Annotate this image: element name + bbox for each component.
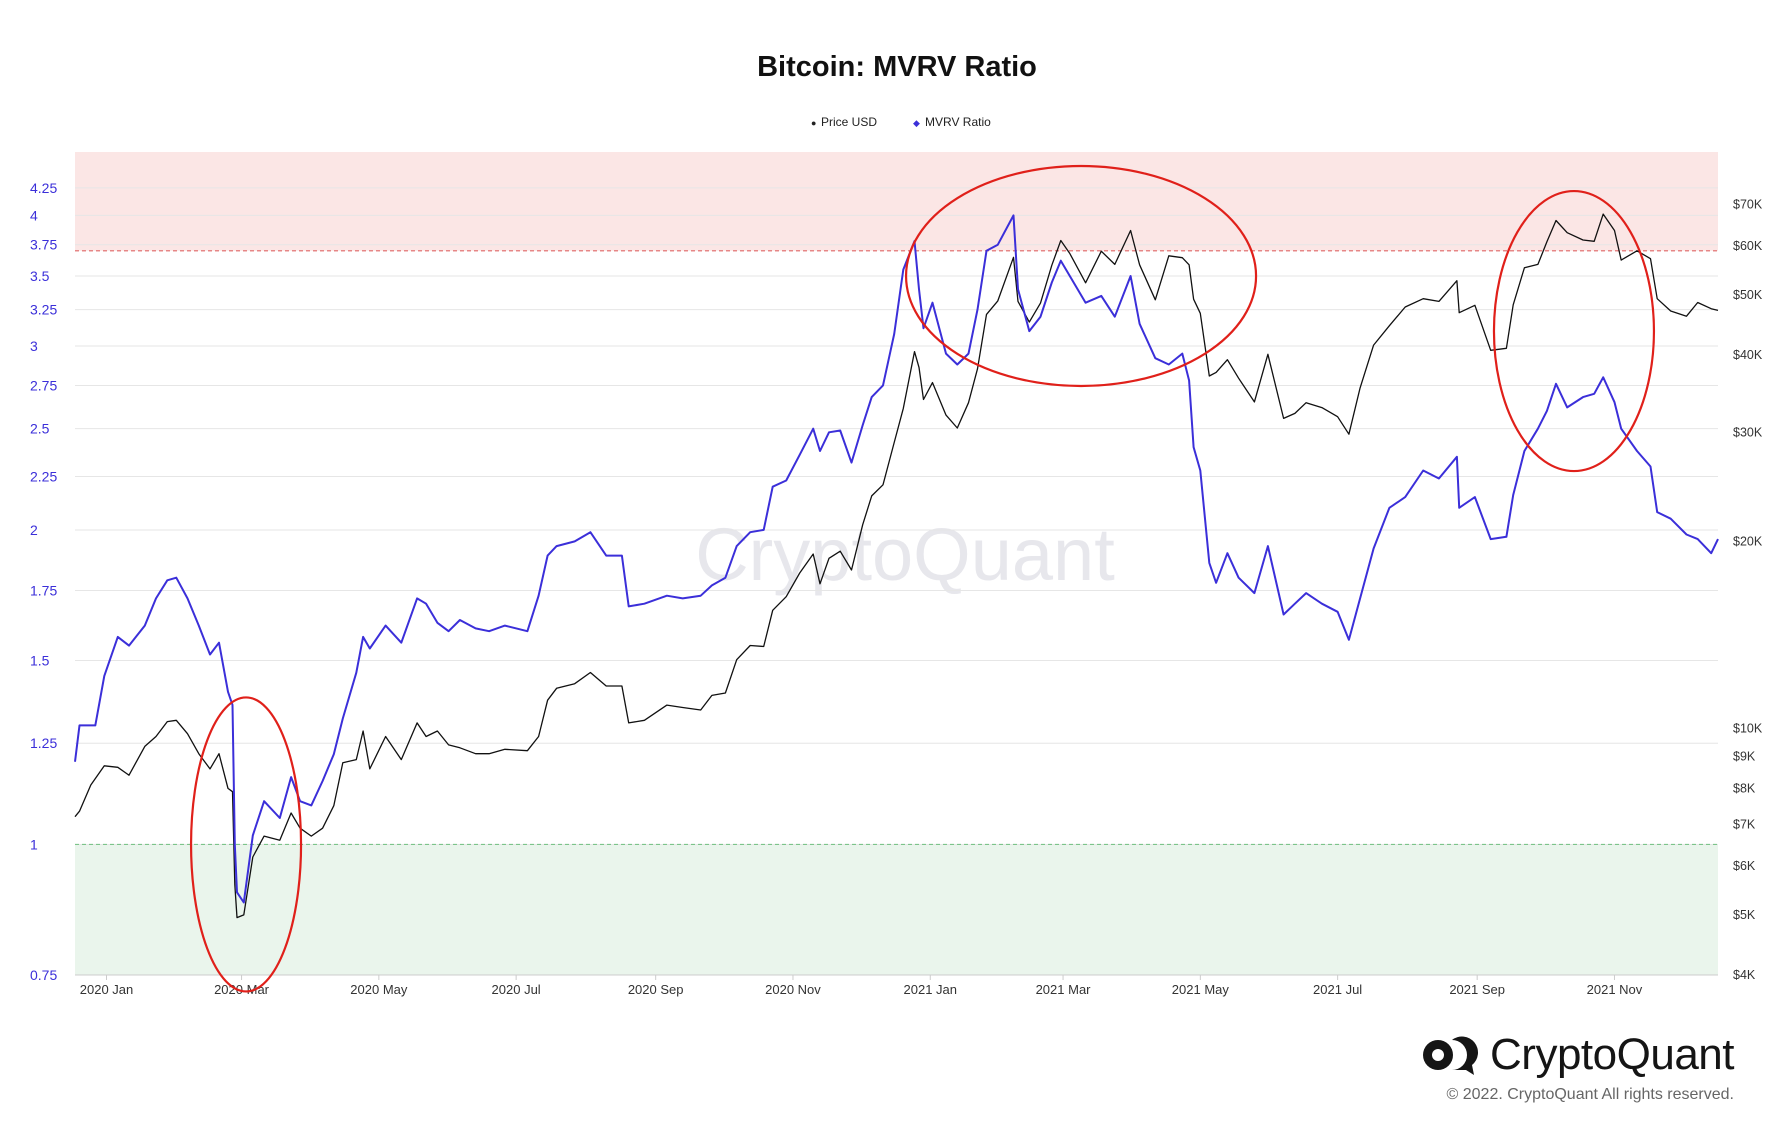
- watermark: CryptoQuant: [695, 513, 1115, 596]
- x-tick-label: 2020 Mar: [214, 982, 270, 997]
- grid: [75, 187, 1718, 976]
- x-axis: 2020 Jan 2020 Mar 2020 May 2020 Jul 2020 Sep…: [75, 974, 1718, 997]
- y-right-tick-label: $20K: [1733, 535, 1763, 549]
- y-left-tick-label: 1.75: [30, 583, 57, 599]
- y-left-tick-label: 2.5: [30, 421, 50, 437]
- y-right-tick-label: $10K: [1733, 721, 1763, 735]
- y-right-tick-label: $60K: [1733, 239, 1763, 253]
- x-tick-label: 2020 May: [350, 982, 408, 997]
- annotations: [189, 164, 1656, 993]
- series-layer: [74, 213, 1719, 919]
- x-tick-label: 2021 May: [1172, 982, 1230, 997]
- footer-copyright: © 2022. CryptoQuant All rights reserved.: [1446, 1086, 1734, 1103]
- legend-label-price: Price USD: [821, 115, 877, 129]
- y-left-tick-label: 4.25: [30, 180, 57, 196]
- x-tick-label: 2021 Mar: [1036, 982, 1092, 997]
- y-left-tick-label: 3.25: [30, 302, 57, 318]
- y-right-tick-label: $40K: [1733, 348, 1763, 362]
- footer-brand: CryptoQuant: [1490, 1030, 1734, 1079]
- x-tick-label: 2020 Jan: [80, 982, 134, 997]
- annotation-ellipse: [904, 164, 1258, 388]
- y-right-tick-label: $8K: [1733, 781, 1756, 795]
- y-right-tick-label: $9K: [1733, 750, 1756, 764]
- y-axis-left: 0.75 1 1.25 1.5 1.75 2 2.25 2.5 2.75 3 3.25 3.5 3.75…: [30, 180, 57, 983]
- y-left-tick-label: 1.5: [30, 652, 50, 668]
- mvrv-ratio-line: [74, 214, 1719, 904]
- annotation-ellipse: [1492, 189, 1656, 473]
- y-right-tick-label: $5K: [1733, 908, 1756, 922]
- legend-item-price[interactable]: ● Price USD: [811, 115, 877, 129]
- y-left-tick-label: 3.5: [30, 268, 50, 284]
- legend-marker-mvrv: ◆: [913, 118, 920, 128]
- chart-title: Bitcoin: MVRV Ratio: [757, 51, 1037, 83]
- y-right-tick-label: $50K: [1733, 288, 1763, 302]
- footer-logo: CryptoQuant: [1422, 1030, 1734, 1080]
- legend-marker-price: ●: [811, 118, 816, 128]
- legend-label-mvrv: MVRV Ratio: [925, 115, 991, 129]
- plot-background: [75, 152, 1718, 975]
- price-usd-line: [74, 213, 1719, 919]
- y-right-tick-label: $70K: [1733, 197, 1763, 211]
- legend: ● Price USD ◆ MVRV Ratio: [811, 115, 991, 129]
- y-right-tick-label: $4K: [1733, 968, 1756, 982]
- x-tick-label: 2021 Sep: [1449, 982, 1505, 997]
- y-left-tick-label: 3.75: [30, 237, 57, 253]
- x-tick-label: 2021 Jul: [1313, 982, 1362, 997]
- x-tick-label: 2021 Jan: [904, 982, 958, 997]
- y-left-tick-label: 2: [30, 522, 38, 538]
- y-left-tick-label: 2.75: [30, 377, 57, 393]
- y-left-tick-label: 1: [30, 836, 38, 852]
- cryptoquant-logo-icon: [1423, 1036, 1479, 1075]
- y-left-tick-label: 2.25: [30, 468, 57, 484]
- band-undervalued: [75, 844, 1718, 975]
- annotation-ellipse: [189, 696, 303, 993]
- y-left-tick-label: 3: [30, 338, 38, 354]
- y-axis-right: $4K $5K $6K $7K $8K $9K $10K $20K $30K $40K $50K $6…: [1733, 197, 1763, 982]
- y-right-tick-label: $7K: [1733, 817, 1756, 831]
- y-left-tick-label: 4: [30, 207, 38, 223]
- x-tick-label: 2020 Sep: [628, 982, 684, 997]
- legend-item-mvrv[interactable]: ◆ MVRV Ratio: [913, 115, 991, 129]
- x-tick-label: 2020 Jul: [492, 982, 541, 997]
- y-right-tick-label: $30K: [1733, 425, 1763, 439]
- y-left-tick-label: 1.25: [30, 735, 57, 751]
- x-tick-label: 2021 Nov: [1587, 982, 1643, 997]
- band-overvalued: [75, 152, 1718, 251]
- x-tick-label: 2020 Nov: [765, 982, 821, 997]
- y-right-tick-label: $6K: [1733, 859, 1756, 873]
- y-left-tick-label: 0.75: [30, 967, 57, 983]
